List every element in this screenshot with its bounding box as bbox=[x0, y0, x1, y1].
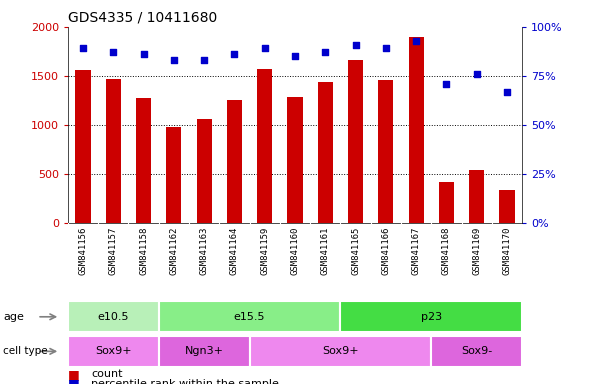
Bar bbox=[166, 127, 182, 223]
Bar bbox=[106, 79, 121, 223]
Bar bbox=[136, 98, 151, 223]
Point bbox=[442, 81, 451, 87]
Bar bbox=[287, 98, 303, 223]
Point bbox=[381, 45, 391, 51]
Text: percentile rank within the sample: percentile rank within the sample bbox=[91, 379, 279, 384]
Point bbox=[411, 38, 421, 44]
Text: GSM841156: GSM841156 bbox=[78, 227, 87, 275]
Text: GSM841162: GSM841162 bbox=[169, 227, 178, 275]
Text: GSM841168: GSM841168 bbox=[442, 227, 451, 275]
Point bbox=[109, 49, 118, 55]
Bar bbox=[257, 69, 272, 223]
Bar bbox=[68, 336, 159, 367]
Text: e15.5: e15.5 bbox=[234, 312, 266, 322]
Bar bbox=[68, 301, 159, 332]
Text: Sox9-: Sox9- bbox=[461, 346, 492, 356]
Text: GSM841157: GSM841157 bbox=[109, 227, 118, 275]
Bar bbox=[76, 70, 91, 223]
Point bbox=[169, 57, 179, 63]
Point bbox=[260, 45, 270, 51]
Text: Sox9+: Sox9+ bbox=[95, 346, 132, 356]
Bar bbox=[196, 119, 212, 223]
Text: e10.5: e10.5 bbox=[97, 312, 129, 322]
Text: GSM841159: GSM841159 bbox=[260, 227, 269, 275]
Point bbox=[502, 88, 512, 94]
Point bbox=[78, 45, 88, 51]
Bar bbox=[408, 37, 424, 223]
Bar bbox=[469, 170, 484, 223]
Point bbox=[472, 71, 481, 77]
Text: GSM841160: GSM841160 bbox=[290, 227, 300, 275]
Bar bbox=[431, 336, 522, 367]
Text: GSM841167: GSM841167 bbox=[412, 227, 421, 275]
Text: GSM841164: GSM841164 bbox=[230, 227, 239, 275]
Point bbox=[199, 57, 209, 63]
Point bbox=[230, 51, 239, 57]
Text: GSM841169: GSM841169 bbox=[472, 227, 481, 275]
Text: ■: ■ bbox=[68, 377, 80, 384]
Bar bbox=[159, 336, 250, 367]
Bar bbox=[317, 82, 333, 223]
Text: age: age bbox=[3, 312, 24, 322]
Text: GSM841158: GSM841158 bbox=[139, 227, 148, 275]
Bar bbox=[378, 80, 394, 223]
Bar bbox=[348, 60, 363, 223]
Text: GSM841166: GSM841166 bbox=[381, 227, 391, 275]
Text: Ngn3+: Ngn3+ bbox=[185, 346, 224, 356]
Text: ■: ■ bbox=[68, 368, 80, 381]
Bar bbox=[159, 301, 340, 332]
Point bbox=[320, 49, 330, 55]
Bar bbox=[250, 336, 431, 367]
Text: GSM841161: GSM841161 bbox=[321, 227, 330, 275]
Text: p23: p23 bbox=[421, 312, 442, 322]
Text: count: count bbox=[91, 369, 123, 379]
Text: GSM841165: GSM841165 bbox=[351, 227, 360, 275]
Point bbox=[139, 51, 148, 57]
Text: GSM841170: GSM841170 bbox=[503, 227, 512, 275]
Text: GDS4335 / 10411680: GDS4335 / 10411680 bbox=[68, 10, 217, 24]
Bar bbox=[499, 190, 514, 223]
Point bbox=[351, 41, 360, 48]
Text: cell type: cell type bbox=[3, 346, 48, 356]
Bar bbox=[439, 182, 454, 223]
Text: GSM841163: GSM841163 bbox=[199, 227, 209, 275]
Bar bbox=[227, 100, 242, 223]
Text: Sox9+: Sox9+ bbox=[322, 346, 359, 356]
Point bbox=[290, 53, 300, 59]
Bar bbox=[340, 301, 522, 332]
